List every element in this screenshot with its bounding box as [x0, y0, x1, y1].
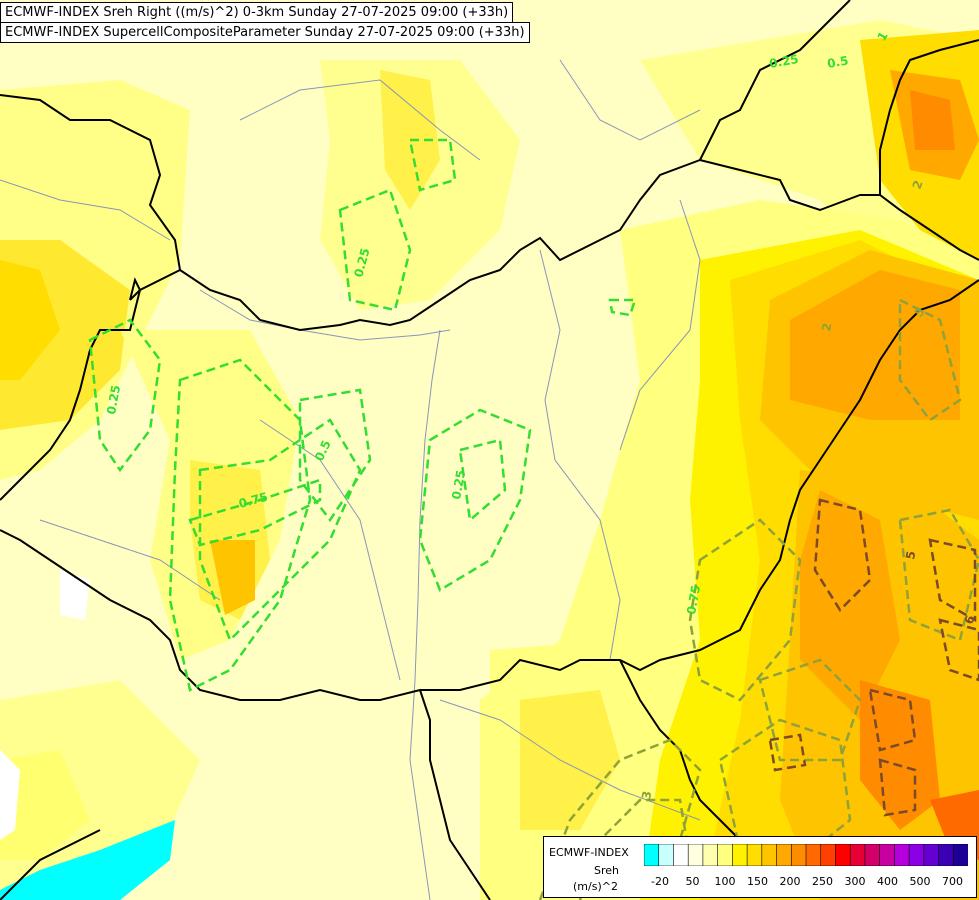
contour-label: 0.25	[768, 52, 800, 71]
legend-ticks: -20 50 100 150 200 250 300 400 500 700	[644, 875, 974, 891]
legend-swatch	[644, 844, 660, 866]
legend-tick-label: -20	[651, 875, 669, 888]
legend-swatch	[879, 844, 896, 866]
legend-tick-label: 700	[942, 875, 963, 888]
contour-label: 2	[819, 322, 834, 333]
contour-line	[188, 478, 322, 547]
contour-line	[538, 738, 702, 900]
legend-swatch	[894, 844, 910, 866]
legend-swatch	[702, 844, 719, 866]
legend-swatch	[805, 844, 822, 866]
legend-tick-label: 400	[877, 875, 898, 888]
legend-tick-label: 50	[685, 875, 700, 888]
legend-swatch	[820, 844, 837, 866]
legend-color-bar	[644, 844, 968, 866]
legend-tick-label: 250	[812, 875, 833, 888]
legend-swatch	[849, 844, 866, 866]
legend-tick-label: 300	[844, 875, 866, 888]
contour-label: 5	[903, 550, 918, 561]
contour-line	[458, 438, 507, 523]
contour-line	[168, 358, 312, 692]
contour-line	[418, 408, 532, 592]
legend-swatch	[864, 844, 881, 866]
contour-label: 0.75	[684, 584, 703, 616]
contour-line	[928, 538, 977, 623]
legend-swatch	[952, 844, 968, 866]
contour-line	[688, 518, 802, 702]
contour-label: 3	[639, 790, 654, 801]
legend-swatch	[746, 844, 763, 866]
legend-swatch	[687, 844, 704, 866]
contour-line	[338, 188, 412, 312]
contour-label: 0.25	[449, 469, 468, 501]
contour-line	[898, 297, 962, 422]
legend-swatch	[790, 844, 807, 866]
legend-swatch	[923, 844, 940, 866]
legend-swatch	[835, 844, 851, 866]
legend-swatch	[673, 844, 689, 866]
contour-label: 0.5	[826, 53, 849, 70]
contour-line	[898, 508, 979, 642]
contour-line	[813, 498, 872, 612]
contour-line	[768, 733, 807, 772]
contour-line	[878, 758, 917, 817]
legend-swatch	[761, 844, 778, 866]
legend-swatch	[732, 844, 748, 866]
legend-swatch	[938, 844, 954, 866]
legend-swatch	[658, 844, 675, 866]
legend-swatch	[908, 844, 925, 866]
contour-line	[758, 658, 862, 762]
contour-line	[408, 138, 457, 192]
contour-line	[608, 298, 637, 317]
map-title-scp: ECMWF-INDEX SupercellCompositeParameter …	[0, 22, 530, 43]
map-title-sreh: ECMWF-INDEX Sreh Right ((m/s)^2) 0-3km S…	[0, 2, 514, 23]
sreh-shading	[0, 20, 979, 900]
contour-label: 0.25	[104, 384, 123, 416]
legend-tick-label: 200	[779, 875, 801, 888]
legend-unit: (m/s)^2	[573, 880, 618, 893]
contour-line	[298, 388, 372, 523]
legend-tick-label: 500	[909, 875, 931, 888]
legend-swatch	[717, 844, 734, 866]
legend-tick-label: 150	[747, 875, 768, 888]
color-legend: ECMWF-INDEX Sreh (m/s)^2 -20 50 100 150 200 2…	[543, 836, 977, 898]
legend-model-name: ECMWF-INDEX	[549, 846, 629, 859]
legend-tick-label: 100	[714, 875, 736, 888]
contour-line	[88, 318, 162, 473]
legend-variable: Sreh	[594, 864, 620, 877]
legend-swatch	[776, 844, 792, 866]
